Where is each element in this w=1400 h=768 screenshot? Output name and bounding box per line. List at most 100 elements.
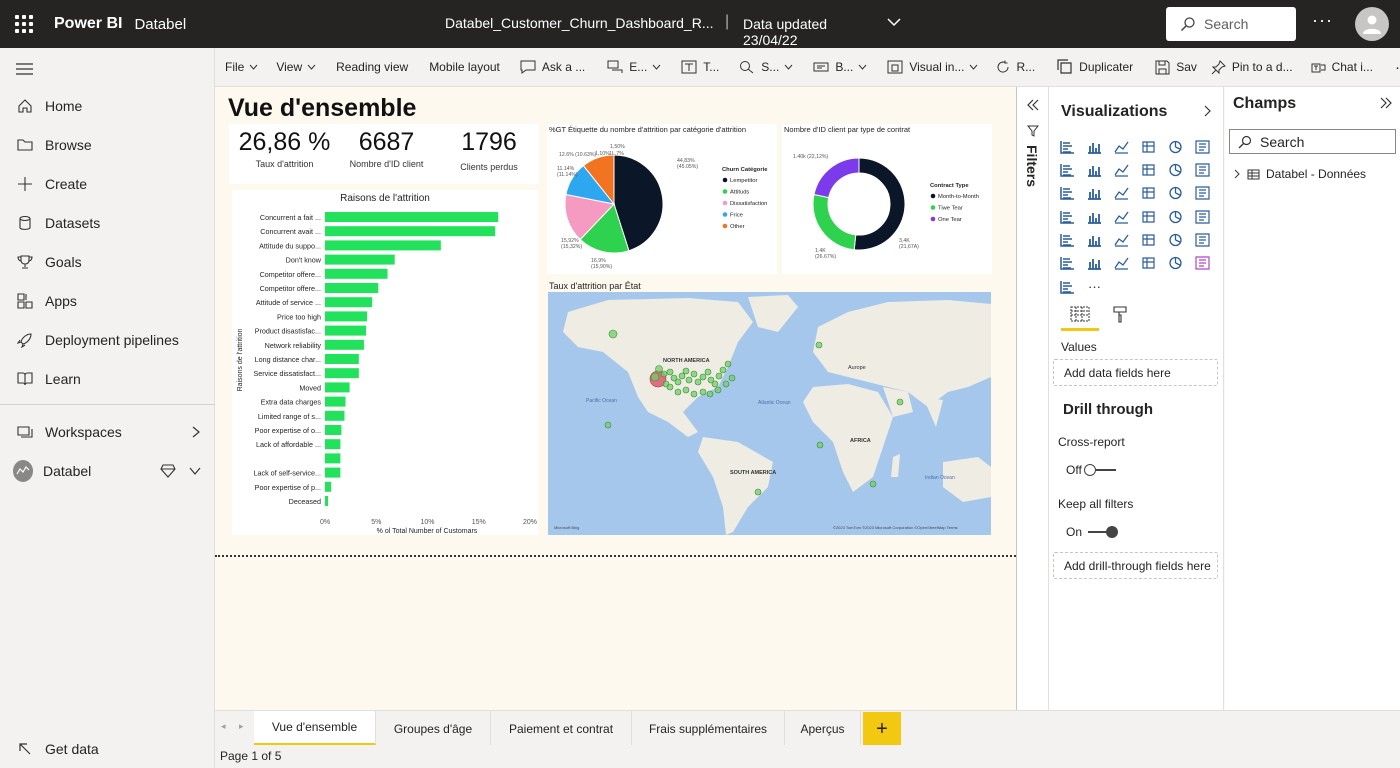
stacked-area-icon[interactable] bbox=[1108, 158, 1135, 181]
tab-scroll-left-icon[interactable]: ◂ bbox=[221, 721, 226, 731]
workspace-link[interactable]: Databel bbox=[134, 15, 187, 33]
attrition-reasons-chart[interactable]: Raisons de l'attrition Concurrent a fait … bbox=[232, 190, 538, 535]
view-menu[interactable]: View bbox=[276, 60, 316, 74]
app-launcher-button[interactable] bbox=[0, 0, 48, 48]
decomposition-tree-icon[interactable] bbox=[1189, 229, 1216, 252]
pin-to-dashboard-button[interactable]: Pin to a d... bbox=[1211, 59, 1293, 75]
slicer-icon[interactable] bbox=[1081, 229, 1108, 252]
funnel-icon[interactable] bbox=[1081, 182, 1108, 205]
field-table-databel[interactable]: Databel - Données bbox=[1233, 167, 1366, 181]
multi-row-card-icon[interactable] bbox=[1189, 205, 1216, 228]
qa-icon[interactable] bbox=[1054, 252, 1081, 275]
filled-map-icon[interactable] bbox=[1081, 205, 1108, 228]
goals-icon[interactable] bbox=[1135, 252, 1162, 275]
stacked-bar-icon[interactable] bbox=[1054, 135, 1081, 158]
bookmarks-button[interactable]: B... bbox=[813, 60, 867, 74]
values-drop-well[interactable]: Add data fields here bbox=[1053, 359, 1218, 386]
chat-in-teams-button[interactable]: Chat i... bbox=[1311, 60, 1373, 75]
text-box-button[interactable]: T... bbox=[681, 60, 719, 74]
kpi-customer-count[interactable]: 6687 Nombre d'ID client bbox=[344, 128, 429, 169]
ribbon-chart-icon[interactable] bbox=[1189, 158, 1216, 181]
stacked-column-100-icon[interactable] bbox=[1189, 135, 1216, 158]
pie-icon[interactable] bbox=[1135, 182, 1162, 205]
collapse-left-icon[interactable] bbox=[1026, 99, 1040, 111]
scatter-icon[interactable] bbox=[1108, 182, 1135, 205]
matrix-icon[interactable] bbox=[1135, 229, 1162, 252]
explore-button[interactable]: E... bbox=[607, 60, 661, 74]
chevron-right-icon[interactable] bbox=[191, 426, 201, 438]
nav-item-datasets[interactable]: Datasets bbox=[0, 205, 215, 241]
kpi-cards[interactable]: 26,86 % Taux d'attrition 6687 Nombre d'I… bbox=[229, 124, 539, 184]
mobile-layout-button[interactable]: Mobile layout bbox=[429, 60, 500, 74]
tab-apercus[interactable]: Aperçus bbox=[785, 711, 861, 746]
nav-item-browse[interactable]: Browse bbox=[0, 127, 215, 163]
tab-paiement-contrat[interactable]: Paiement et contrat bbox=[491, 711, 632, 746]
donut-icon[interactable] bbox=[1162, 182, 1189, 205]
clustered-column-icon[interactable] bbox=[1135, 135, 1162, 158]
nav-item-goals[interactable]: Goals bbox=[0, 244, 215, 280]
chevron-down-icon[interactable] bbox=[886, 14, 902, 30]
kpi-lost-customers[interactable]: 1796 Clients perdus bbox=[451, 128, 527, 172]
clustered-bar-icon[interactable] bbox=[1108, 135, 1135, 158]
card-icon[interactable] bbox=[1162, 205, 1189, 228]
tab-scroll-right-icon[interactable]: ▸ bbox=[239, 721, 244, 731]
duplicate-button[interactable]: Duplicater bbox=[1057, 59, 1133, 75]
power-automate-icon[interactable] bbox=[1189, 252, 1216, 275]
line-column-icon[interactable] bbox=[1135, 158, 1162, 181]
nav-item-deployment-pipelines[interactable]: Deployment pipelines bbox=[0, 322, 215, 358]
world-map-svg[interactable]: ΝORTH AΜERICA Αuɾοpe Pacific Ocean Atlan… bbox=[548, 292, 993, 537]
brand-name[interactable]: Power BI bbox=[54, 15, 123, 32]
attrition-map[interactable]: Taux d'attrition par État ΝORTH AΜERICA … bbox=[547, 279, 992, 535]
azure-map-icon[interactable] bbox=[1108, 205, 1135, 228]
gauge-icon[interactable] bbox=[1135, 205, 1162, 228]
filters-pane-collapsed[interactable]: Filters bbox=[1016, 87, 1049, 710]
kpi-icon[interactable] bbox=[1054, 229, 1081, 252]
map-bubbles[interactable] bbox=[604, 329, 904, 496]
r-visual-icon[interactable] bbox=[1162, 229, 1189, 252]
contract-type-donut[interactable]: Nombre d'ID client par type de contrat 3,… bbox=[782, 124, 992, 274]
tab-vue-ensemble[interactable]: Vue d'ensemble bbox=[254, 711, 376, 746]
nav-item-learn[interactable]: Learn bbox=[0, 361, 215, 397]
global-search-input[interactable]: Search bbox=[1166, 7, 1296, 41]
tab-frais-supplementaires[interactable]: Frais supplémentaires bbox=[632, 711, 785, 746]
file-menu[interactable]: File bbox=[225, 60, 258, 74]
treemap-icon[interactable] bbox=[1189, 182, 1216, 205]
drill-through-drop-well[interactable]: Add drill-through fields here bbox=[1053, 552, 1218, 579]
report-title[interactable]: Databel_Customer_Churn_Dashboard_R... bbox=[445, 15, 714, 31]
visual-interactions-button[interactable]: Visual in... bbox=[887, 60, 978, 74]
smart-narrative-icon[interactable] bbox=[1081, 252, 1108, 275]
kpi-attrition-rate[interactable]: 26,86 % Taux d'attrition bbox=[237, 128, 332, 169]
line-chart-icon[interactable] bbox=[1054, 158, 1081, 181]
more-visuals-icon[interactable]: ··· bbox=[1088, 279, 1101, 295]
paginated-report-icon[interactable] bbox=[1108, 252, 1135, 275]
map-icon[interactable] bbox=[1054, 205, 1081, 228]
cross-report-toggle[interactable]: Off bbox=[1066, 463, 1116, 477]
user-avatar[interactable] bbox=[1355, 7, 1389, 41]
area-chart-icon[interactable] bbox=[1081, 158, 1108, 181]
more-options-button[interactable]: ··· bbox=[1312, 10, 1333, 30]
line-clustered-column-icon[interactable] bbox=[1162, 158, 1189, 181]
fields-search-input[interactable]: Search bbox=[1229, 129, 1396, 154]
chevron-right-icon[interactable] bbox=[1204, 105, 1212, 117]
nav-item-workspaces[interactable]: Workspaces bbox=[0, 414, 215, 450]
refresh-button[interactable]: R... bbox=[996, 60, 1035, 74]
power-apps-icon[interactable] bbox=[1162, 252, 1189, 275]
hamburger-icon[interactable] bbox=[16, 62, 34, 76]
ask-question-button[interactable]: Ask a ... bbox=[520, 60, 585, 74]
nav-item-create[interactable]: Create bbox=[0, 166, 215, 202]
stacked-bar-100-icon[interactable] bbox=[1162, 135, 1189, 158]
chevron-down-icon[interactable] bbox=[189, 466, 201, 476]
nav-item-current-workspace[interactable]: Databel bbox=[0, 453, 215, 489]
smart-narrative-button[interactable]: S... bbox=[739, 60, 793, 74]
waterfall-icon[interactable] bbox=[1054, 182, 1081, 205]
save-button[interactable]: Sav bbox=[1155, 60, 1197, 75]
stacked-column-icon[interactable] bbox=[1081, 135, 1108, 158]
nav-item-get-data[interactable]: Get data bbox=[0, 731, 215, 767]
python-icon[interactable] bbox=[1054, 275, 1081, 298]
nav-item-apps[interactable]: Apps bbox=[0, 283, 215, 319]
keep-filters-toggle[interactable]: On bbox=[1066, 525, 1119, 539]
add-page-button[interactable]: + bbox=[863, 712, 901, 746]
toolbar-more-button[interactable]: ··· bbox=[1394, 58, 1400, 76]
tab-groupes-age[interactable]: Groupes d'âge bbox=[376, 711, 491, 746]
attrition-category-pie[interactable]: %GT Étiquette du nombre d'attrition par … bbox=[547, 124, 777, 274]
